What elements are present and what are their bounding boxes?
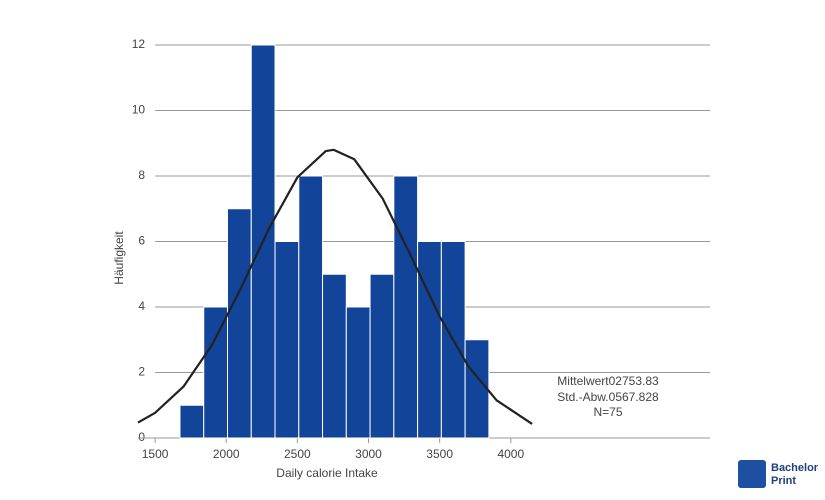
y-tick-label: 0 [138, 430, 145, 444]
normal-curve [137, 148, 533, 425]
bar [345, 306, 371, 439]
x-tick-label: 1500 [142, 447, 169, 461]
x-tick-label: 3000 [355, 447, 382, 461]
bar [203, 306, 228, 439]
bar [464, 339, 490, 439]
annotation: N=75 [593, 405, 622, 419]
y-tick-label: 6 [138, 234, 145, 248]
y-tick-label: 12 [132, 37, 146, 51]
bar [179, 404, 205, 439]
bar [298, 175, 324, 439]
bar [393, 175, 419, 439]
bar [417, 241, 442, 439]
annotation: Mittelwert02753.83 [557, 374, 659, 388]
bar [369, 273, 395, 439]
y-tick-label: 2 [138, 365, 145, 379]
y-tick-label: 4 [138, 299, 145, 313]
logo: Bachelor Print [738, 460, 819, 488]
logo-text: Print [771, 475, 796, 487]
x-axis-label: Daily calorie Intake [276, 466, 378, 480]
y-tick-label: 8 [138, 168, 145, 182]
y-axis-label: Häufigkeit [112, 231, 126, 285]
x-tick-label: 4000 [497, 447, 524, 461]
logo-text: Bachelor [771, 462, 819, 474]
annotation: Std.-Abw.0567.828 [557, 390, 659, 404]
bar [322, 273, 347, 439]
x-tick-label: 2500 [284, 447, 311, 461]
x-tick-label: 2000 [213, 447, 240, 461]
bar [226, 208, 252, 439]
y-tick-label: 10 [132, 103, 146, 117]
logo-icon [738, 460, 766, 488]
x-tick-label: 3500 [426, 447, 453, 461]
bar [274, 241, 300, 439]
